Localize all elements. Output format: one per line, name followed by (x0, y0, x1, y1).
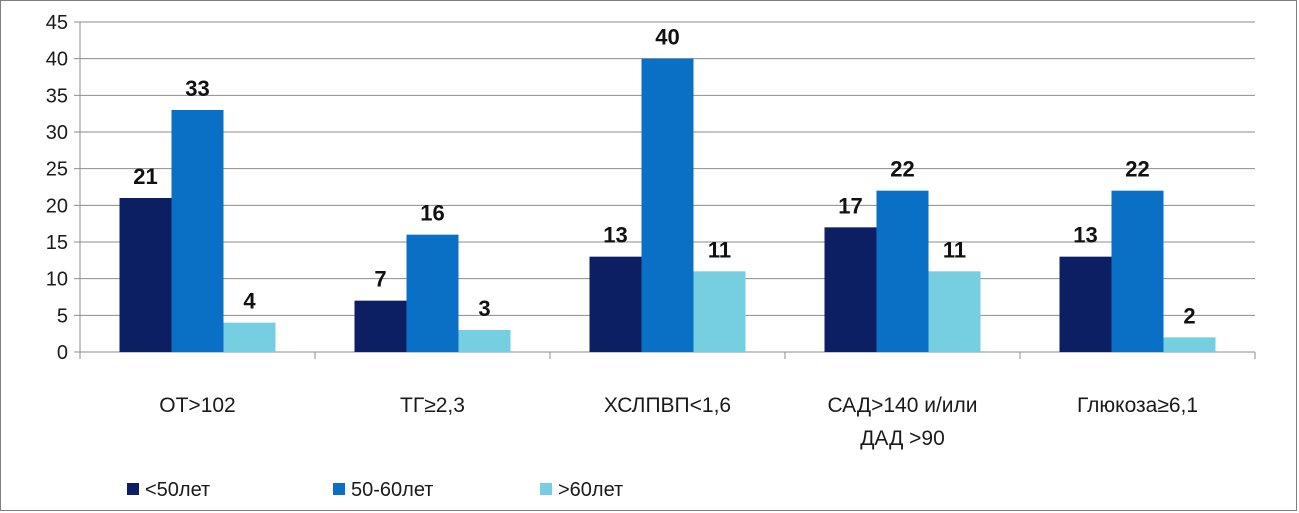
bar (1111, 190, 1164, 352)
bar (171, 110, 224, 352)
y-tick-label: 5 (57, 305, 68, 327)
bars (119, 58, 1216, 353)
bar (928, 271, 981, 352)
data-label: 33 (185, 76, 209, 101)
legend: <50лет 50-60лет >60лет (127, 479, 623, 501)
legend-swatch (540, 483, 552, 495)
legend-label: <50лет (145, 479, 210, 501)
bar (119, 198, 172, 352)
y-tick-label: 0 (57, 342, 68, 364)
legend-swatch (333, 483, 345, 495)
bar (1163, 337, 1216, 352)
data-label: 13 (603, 223, 627, 248)
data-label: 3 (478, 296, 490, 321)
data-label: 13 (1073, 223, 1097, 248)
bar (406, 234, 459, 352)
y-tick-label: 20 (46, 195, 68, 217)
category-label: САД>140 и/или (827, 394, 977, 417)
bar (693, 271, 746, 352)
y-tick-label: 35 (46, 85, 68, 107)
bar (824, 227, 877, 352)
data-label: 16 (420, 201, 444, 226)
y-tick-label: 40 (46, 49, 68, 71)
category-label: ОТ>102 (159, 394, 235, 417)
category-label: ТГ≥2,3 (400, 394, 465, 417)
data-label: 2 (1183, 303, 1195, 328)
data-label: 22 (1125, 157, 1149, 182)
bar (876, 190, 929, 352)
category-label: ХСЛПВП<1,6 (604, 394, 731, 417)
bar (354, 300, 407, 352)
category-label: ДАД >90 (860, 427, 945, 450)
y-tick-label: 25 (46, 159, 68, 181)
bar (223, 322, 276, 352)
category-label: Глюкоза≥6,1 (1077, 394, 1198, 417)
data-label: 17 (838, 193, 862, 218)
data-label: 11 (943, 237, 966, 262)
bar (1059, 256, 1112, 352)
y-tick-label: 10 (46, 269, 68, 291)
data-label: 21 (133, 164, 157, 189)
legend-label: >60лет (558, 479, 623, 501)
data-label: 7 (374, 267, 386, 292)
legend-label: 50-60лет (351, 479, 433, 501)
data-label: 11 (708, 237, 731, 262)
y-tick-label: 45 (46, 12, 68, 34)
data-label: 40 (655, 25, 679, 50)
bar (589, 256, 642, 352)
data-label: 22 (890, 157, 914, 182)
legend-swatch (127, 483, 139, 495)
data-label: 4 (243, 289, 256, 314)
y-tick-label: 15 (46, 232, 68, 254)
y-tick-label: 30 (46, 122, 68, 144)
bar (458, 330, 511, 352)
bar (641, 58, 694, 353)
